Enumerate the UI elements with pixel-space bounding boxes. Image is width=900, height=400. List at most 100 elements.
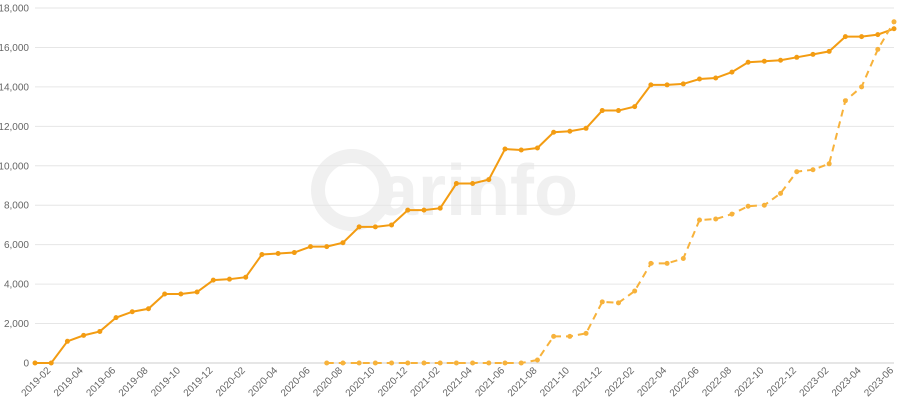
x-tick-label: 2023-02 [798,365,832,399]
point [502,360,508,366]
point [567,333,573,339]
point [842,34,848,40]
x-tick-label: 2020-04 [247,365,281,399]
point [826,161,832,167]
y-tick-label: 6,000 [4,240,29,251]
point [324,360,330,366]
x-tick-label: 2022-02 [603,365,637,399]
point [761,58,767,64]
point [697,76,703,82]
x-tick-label: 2021-12 [571,365,605,399]
point [405,360,411,366]
point [64,338,70,344]
point [372,224,378,230]
x-tick-label: 2019-04 [52,365,86,399]
x-tick-label: 2020-08 [311,365,345,399]
point [405,207,411,213]
point [826,48,832,54]
point [729,69,735,75]
x-tick-label: 2021-02 [409,365,443,399]
y-tick-label: 16,000 [0,43,29,54]
x-tick-label: 2023-06 [862,365,896,399]
point [551,129,557,135]
point [778,57,784,63]
x-tick-label: 2021-04 [441,365,475,399]
point [340,360,346,366]
point [859,84,865,90]
point [145,306,151,312]
point [518,147,524,153]
point [875,46,881,52]
point [810,167,816,173]
point [356,360,362,366]
point [162,291,168,297]
point [859,34,865,40]
point [275,251,281,257]
y-tick-label: 0 [23,359,29,370]
point [502,146,508,152]
point [226,276,232,282]
point [810,51,816,57]
x-tick-label: 2020-12 [376,365,410,399]
x-tick-label: 2019-10 [149,365,183,399]
point [308,244,314,250]
point [680,255,686,261]
x-tick-label: 2022-04 [635,365,669,399]
point [518,360,524,366]
point [486,177,492,183]
point [778,190,784,196]
point [632,288,638,294]
point [680,81,686,87]
point [567,128,573,134]
point [372,360,378,366]
y-tick-label: 4,000 [4,280,29,291]
x-tick-label: 2021-08 [506,365,540,399]
point [259,252,265,258]
point [891,19,897,25]
x-tick-label: 2019-02 [20,365,54,399]
point [210,277,216,283]
point [534,145,540,151]
point [875,32,881,38]
x-tick-label: 2019-08 [117,365,151,399]
point [761,202,767,208]
y-tick-label: 14,000 [0,82,29,93]
point [632,104,638,110]
watermark: arinfo [311,149,578,231]
series-line [35,27,895,364]
y-tick-label: 10,000 [0,161,29,172]
point [615,108,621,114]
y-tick-label: 12,000 [0,122,29,133]
point [615,300,621,306]
x-tick-label: 2023-04 [830,365,864,399]
point [664,82,670,88]
point [583,125,589,131]
y-tick-label: 8,000 [4,201,29,212]
y-tick-label: 2,000 [4,319,29,330]
point [534,357,540,363]
point [389,222,395,228]
point [794,54,800,60]
point [453,360,459,366]
point [697,217,703,223]
x-tick-label: 2019-12 [182,365,216,399]
series-line [326,21,895,364]
point [470,360,476,366]
point [713,216,719,222]
point [48,360,54,366]
point [551,333,557,339]
point [729,211,735,217]
point [648,82,654,88]
x-tick-label: 2022-10 [733,365,767,399]
point [178,291,184,297]
point [421,207,427,213]
x-tick-label: 2020-06 [279,365,313,399]
point [243,274,249,280]
point [891,26,897,32]
point [389,360,395,366]
point [583,330,589,336]
point [648,260,654,266]
x-tick-label: 2020-02 [214,365,248,399]
point [32,360,38,366]
